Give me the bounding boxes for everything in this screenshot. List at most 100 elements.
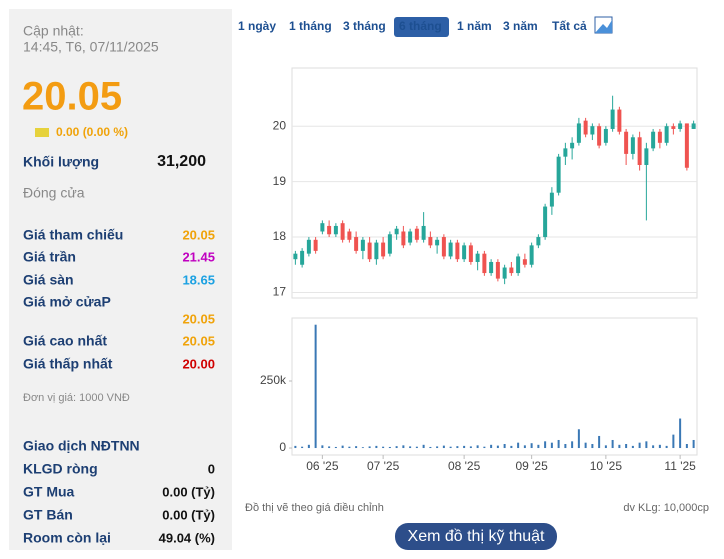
candle-body bbox=[678, 123, 683, 129]
volume-bar bbox=[301, 446, 304, 449]
volume-bar bbox=[544, 441, 547, 449]
range-tab[interactable]: 6 tháng bbox=[394, 17, 449, 37]
range-tab[interactable]: 3 năm bbox=[503, 19, 538, 33]
volume-bar bbox=[517, 442, 520, 449]
volume-bar bbox=[328, 446, 331, 449]
candle-body bbox=[691, 123, 696, 129]
volume-bar bbox=[449, 446, 452, 449]
volume-bar bbox=[368, 446, 371, 449]
volume-bar bbox=[685, 444, 688, 449]
range-tab[interactable]: 1 ngày bbox=[238, 19, 276, 33]
range-tab-label: 3 tháng bbox=[343, 19, 386, 33]
candle-body bbox=[495, 261, 500, 279]
volume-bar bbox=[645, 441, 648, 449]
candle-body bbox=[522, 259, 527, 265]
range-tab-label: Tất cả bbox=[552, 19, 587, 33]
price-label: Giá thấp nhất bbox=[23, 356, 113, 372]
candle-body bbox=[671, 126, 676, 129]
candle-body bbox=[576, 123, 581, 143]
volume-bar bbox=[334, 446, 337, 449]
range-tab[interactable]: 1 tháng bbox=[289, 19, 332, 33]
volume-bar bbox=[436, 446, 439, 449]
foreign-label: GT Mua bbox=[23, 484, 75, 500]
volume-bar bbox=[625, 444, 628, 449]
price-label: Giá tham chiếu bbox=[23, 227, 123, 243]
candle-body bbox=[475, 253, 480, 262]
volume-bar bbox=[375, 445, 378, 449]
updated-time: 14:45, T6, 07/11/2025 bbox=[23, 39, 159, 55]
volume-bar bbox=[456, 446, 459, 449]
y-tick-label: 18 bbox=[273, 229, 287, 243]
volume-bar bbox=[442, 445, 445, 449]
volume-bar bbox=[429, 446, 432, 449]
candle-body bbox=[293, 253, 298, 260]
range-tab[interactable]: 1 năm bbox=[457, 19, 492, 33]
foreign-value: 0.00 (Tỷ) bbox=[162, 484, 215, 499]
price: 20.05 bbox=[22, 75, 122, 119]
volume-bar bbox=[341, 445, 344, 449]
range-tab[interactable]: Tất cả bbox=[552, 19, 587, 33]
volume-bar bbox=[611, 439, 614, 449]
candle-body bbox=[468, 245, 473, 262]
foreign-label: KLGD ròng bbox=[23, 461, 98, 477]
volume: 31,200 bbox=[157, 153, 206, 170]
volume-bar bbox=[679, 418, 682, 449]
x-tick-label: 07 '25 bbox=[367, 459, 400, 473]
volume-unit: dv KLg: 10,000cp bbox=[623, 502, 709, 514]
candle-body bbox=[354, 237, 359, 251]
candle-body bbox=[590, 126, 595, 135]
price-label: Giá sàn bbox=[23, 272, 74, 288]
candle-body bbox=[610, 109, 615, 129]
candle-body bbox=[306, 239, 311, 254]
volume-bar bbox=[307, 444, 310, 449]
price-value: 18.65 bbox=[182, 272, 215, 287]
volume-bar bbox=[422, 444, 425, 449]
tech-chart-button[interactable]: Xem đồ thị kỹ thuật bbox=[395, 523, 557, 550]
volume-bar bbox=[530, 443, 533, 449]
candle-body bbox=[401, 231, 406, 246]
candle-body bbox=[381, 242, 386, 257]
range-tab-label: 1 tháng bbox=[289, 19, 332, 33]
candle-body bbox=[320, 223, 325, 232]
volume-bar bbox=[557, 439, 560, 449]
sidebar-panel bbox=[9, 9, 232, 550]
candle-body bbox=[583, 120, 588, 135]
volume-bar bbox=[463, 445, 466, 449]
foreign-label: GT Bán bbox=[23, 507, 73, 523]
candle-body bbox=[570, 142, 575, 149]
range-tab[interactable]: 3 tháng bbox=[343, 19, 386, 33]
volume-bar bbox=[577, 429, 580, 449]
volume-bar bbox=[395, 446, 398, 449]
candle-body bbox=[684, 123, 689, 168]
change: 0.00 (0.00 %) bbox=[56, 125, 128, 139]
volume-bar bbox=[537, 444, 540, 449]
candle-body bbox=[536, 237, 541, 246]
volume-bar bbox=[604, 445, 607, 449]
candle-body bbox=[549, 192, 554, 207]
volume-bar bbox=[348, 446, 351, 449]
updated-label: Cập nhật: bbox=[23, 23, 84, 39]
close-label: Đóng cửa bbox=[23, 185, 85, 201]
candle-body bbox=[333, 225, 338, 235]
volume-bar bbox=[388, 446, 391, 449]
candle-body bbox=[414, 228, 419, 240]
chart-icon[interactable] bbox=[594, 16, 613, 34]
volume-bar bbox=[692, 439, 695, 449]
candle-body bbox=[597, 126, 602, 146]
price-plot-frame bbox=[291, 67, 698, 299]
candle-body bbox=[428, 237, 433, 246]
candle-body bbox=[651, 131, 656, 149]
volume-bar bbox=[652, 445, 655, 449]
foreign-value: 49.04 (%) bbox=[159, 530, 215, 545]
volume-bar bbox=[314, 324, 317, 449]
volume-bar bbox=[382, 446, 385, 449]
button-bg bbox=[395, 523, 557, 550]
candle-body bbox=[482, 253, 487, 274]
candle-body bbox=[502, 267, 507, 279]
candle-body bbox=[421, 225, 426, 240]
volume-label: Khối lượng bbox=[23, 154, 99, 170]
price-value: 20.05 bbox=[182, 311, 215, 326]
candle-body bbox=[489, 261, 494, 274]
